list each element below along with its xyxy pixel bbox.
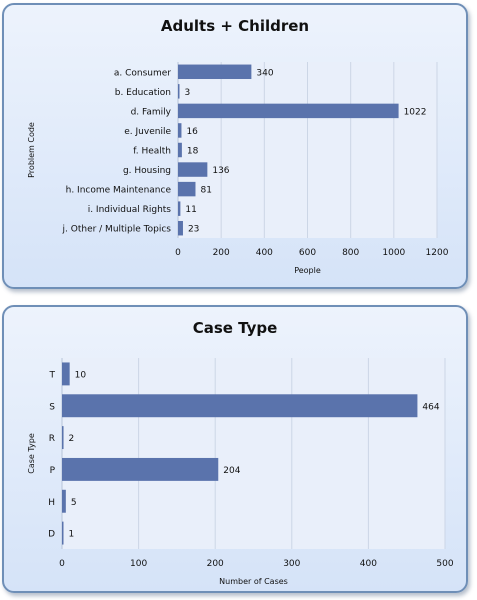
data-label: 1: [69, 530, 75, 540]
bar: [62, 521, 64, 545]
y-tick-label: a. Consumer: [114, 68, 171, 78]
x-tick-label: 100: [130, 559, 147, 569]
bar: [178, 162, 208, 177]
y-tick-label: R: [49, 434, 55, 444]
x-tick-label: 0: [59, 559, 65, 569]
chart-title: Adults + Children: [160, 17, 310, 35]
bar: [178, 123, 182, 138]
chart-panel-problem-code: Adults + Children 0 200 400 600 800 1000 1200 a…: [2, 3, 468, 289]
y-tick-label: f. Health: [133, 147, 171, 157]
x-axis-title: People: [294, 266, 321, 275]
data-label: 3: [185, 88, 191, 98]
bar: [178, 201, 181, 216]
x-tick-label: 300: [283, 559, 300, 569]
bar: [62, 394, 418, 418]
y-tick-label: i. Individual Rights: [88, 205, 172, 215]
data-label: 136: [212, 166, 229, 176]
y-tick-label: j. Other / Multiple Topics: [62, 225, 172, 235]
case-type-bar-chart: 0 100 200 300 400 500 T 10 S 464 R 2 P 204 H 5 D 1 Number …: [27, 358, 454, 586]
data-label: 204: [223, 466, 240, 476]
bar: [62, 362, 70, 386]
bar: [62, 489, 66, 513]
x-tick-label: 200: [213, 248, 230, 258]
x-tick-label: 1200: [426, 248, 449, 258]
y-tick-label: S: [49, 402, 55, 412]
plot-area: [62, 358, 445, 549]
y-tick-label: b. Education: [115, 88, 171, 98]
x-tick-label: 400: [360, 559, 377, 569]
y-tick-label: e. Juvenile: [124, 127, 171, 137]
y-axis-title: Case Type: [27, 433, 36, 474]
data-label: 11: [185, 205, 196, 215]
data-label: 23: [188, 225, 199, 235]
chart-title: Case Type: [192, 319, 278, 337]
x-tick-label: 600: [299, 248, 316, 258]
data-label: 18: [187, 147, 199, 157]
bar: [178, 220, 183, 236]
x-tick-label: 1000: [382, 248, 405, 258]
y-axis-title: Problem Code: [27, 122, 36, 178]
y-tick-label: T: [49, 370, 56, 380]
x-tick-label: 800: [342, 248, 359, 258]
chart-panel-case-type: Case Type 0 100 200 300 400 500 T 10 S 464 R 2 P 204 H…: [2, 305, 468, 593]
bar: [178, 103, 399, 119]
y-tick-label: P: [50, 466, 56, 476]
bar: [62, 426, 64, 450]
data-label: 464: [422, 402, 439, 412]
x-tick-label: 500: [436, 559, 453, 569]
data-label: 10: [75, 370, 87, 380]
bar: [178, 84, 180, 99]
x-tick-label: 0: [175, 248, 181, 258]
data-label: 1022: [404, 107, 427, 117]
bar: [178, 181, 196, 197]
y-tick-label: H: [48, 498, 55, 508]
data-label: 16: [186, 127, 198, 137]
bar: [178, 142, 182, 158]
x-axis-title: Number of Cases: [219, 577, 288, 586]
y-tick-label: g. Housing: [123, 166, 171, 176]
x-tick-label: 400: [256, 248, 273, 258]
data-label: 81: [200, 186, 211, 196]
data-label: 340: [256, 68, 273, 78]
y-tick-label: D: [48, 530, 55, 540]
bar: [178, 64, 252, 80]
y-tick-label: h. Income Maintenance: [66, 186, 172, 196]
data-label: 2: [69, 434, 75, 444]
y-tick-label: d. Family: [131, 107, 172, 117]
data-label: 5: [71, 498, 77, 508]
x-tick-label: 200: [207, 559, 224, 569]
problem-code-bar-chart: 0 200 400 600 800 1000 1200 a. Consumer 340 b. Ed…: [27, 62, 449, 275]
bar: [62, 457, 219, 481]
